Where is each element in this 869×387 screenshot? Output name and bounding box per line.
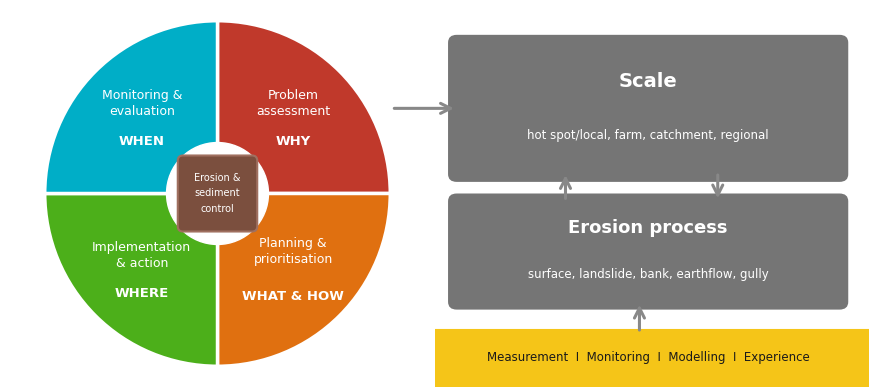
FancyBboxPatch shape: [448, 194, 847, 310]
Text: WHAT & HOW: WHAT & HOW: [242, 290, 344, 303]
Text: surface, landslide, bank, earthflow, gully: surface, landslide, bank, earthflow, gul…: [527, 268, 767, 281]
Text: control: control: [201, 204, 234, 214]
Text: hot spot/local, farm, catchment, regional: hot spot/local, farm, catchment, regiona…: [527, 129, 768, 142]
Text: Planning &
prioritisation: Planning & prioritisation: [254, 238, 333, 267]
Text: Implementation
& action: Implementation & action: [92, 241, 191, 270]
Text: Erosion process: Erosion process: [567, 219, 727, 237]
FancyBboxPatch shape: [177, 156, 257, 231]
Wedge shape: [217, 194, 390, 366]
FancyBboxPatch shape: [448, 35, 847, 182]
Text: Monitoring &
evaluation: Monitoring & evaluation: [102, 89, 182, 118]
Text: WHERE: WHERE: [115, 287, 169, 300]
Wedge shape: [44, 194, 217, 366]
Wedge shape: [217, 21, 390, 194]
Text: sediment: sediment: [195, 188, 240, 199]
Circle shape: [166, 142, 269, 245]
Text: Measurement  I  Monitoring  I  Modelling  I  Experience: Measurement I Monitoring I Modelling I E…: [487, 351, 808, 365]
FancyBboxPatch shape: [421, 329, 869, 387]
Wedge shape: [44, 21, 217, 194]
Text: WHY: WHY: [275, 135, 310, 149]
Text: Scale: Scale: [618, 72, 677, 91]
Text: Erosion &: Erosion &: [194, 173, 241, 183]
Text: WHEN: WHEN: [119, 135, 164, 149]
Text: Problem
assessment: Problem assessment: [255, 89, 330, 118]
